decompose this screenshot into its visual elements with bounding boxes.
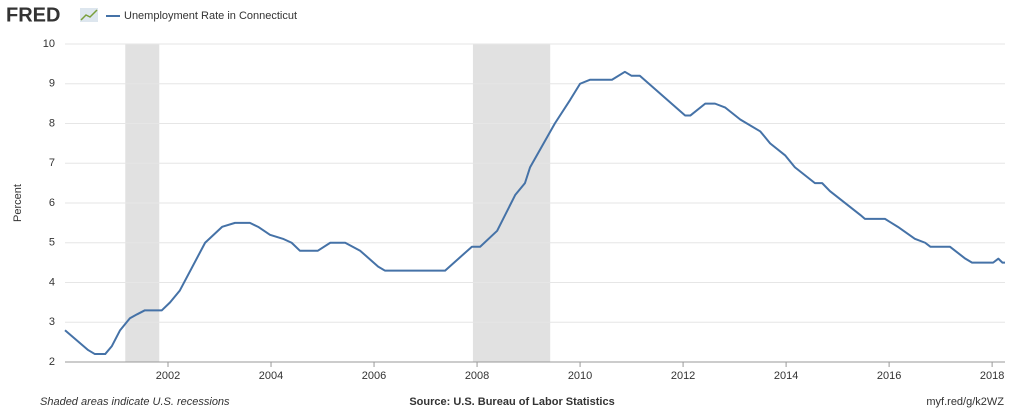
y-tick-label: 3 [49,316,55,328]
x-tick-label: 2014 [774,370,798,382]
y-axis-label: Percent [12,184,24,222]
x-tick-label: 2016 [877,370,901,382]
legend-label: Unemployment Rate in Connecticut [124,10,297,22]
x-tick-label: 2002 [156,370,180,382]
y-tick-label: 4 [49,276,55,288]
x-tick-label: 2012 [671,370,695,382]
y-tick-label: 6 [49,197,55,209]
y-tick-label: 5 [49,237,55,249]
y-tick-label: 9 [49,78,55,90]
x-tick-label: 2006 [362,370,386,382]
x-tick-label: 2008 [465,370,489,382]
footer-note: Shaded areas indicate U.S. recessions [40,396,230,408]
y-tick-label: 7 [49,157,55,169]
logo-icon [80,8,98,22]
logo: FRED [6,4,60,26]
x-tick-label: 2018 [980,370,1004,382]
y-tick-label: 10 [43,38,55,50]
footer-source: Source: U.S. Bureau of Labor Statistics [409,396,614,408]
x-tick-label: 2010 [568,370,592,382]
footer-link[interactable]: myf.red/g/k2WZ [926,396,1004,408]
x-tick-label: 2004 [259,370,283,382]
y-tick-label: 2 [49,356,55,368]
y-tick-label: 8 [49,117,55,129]
series-line [64,70,1005,356]
